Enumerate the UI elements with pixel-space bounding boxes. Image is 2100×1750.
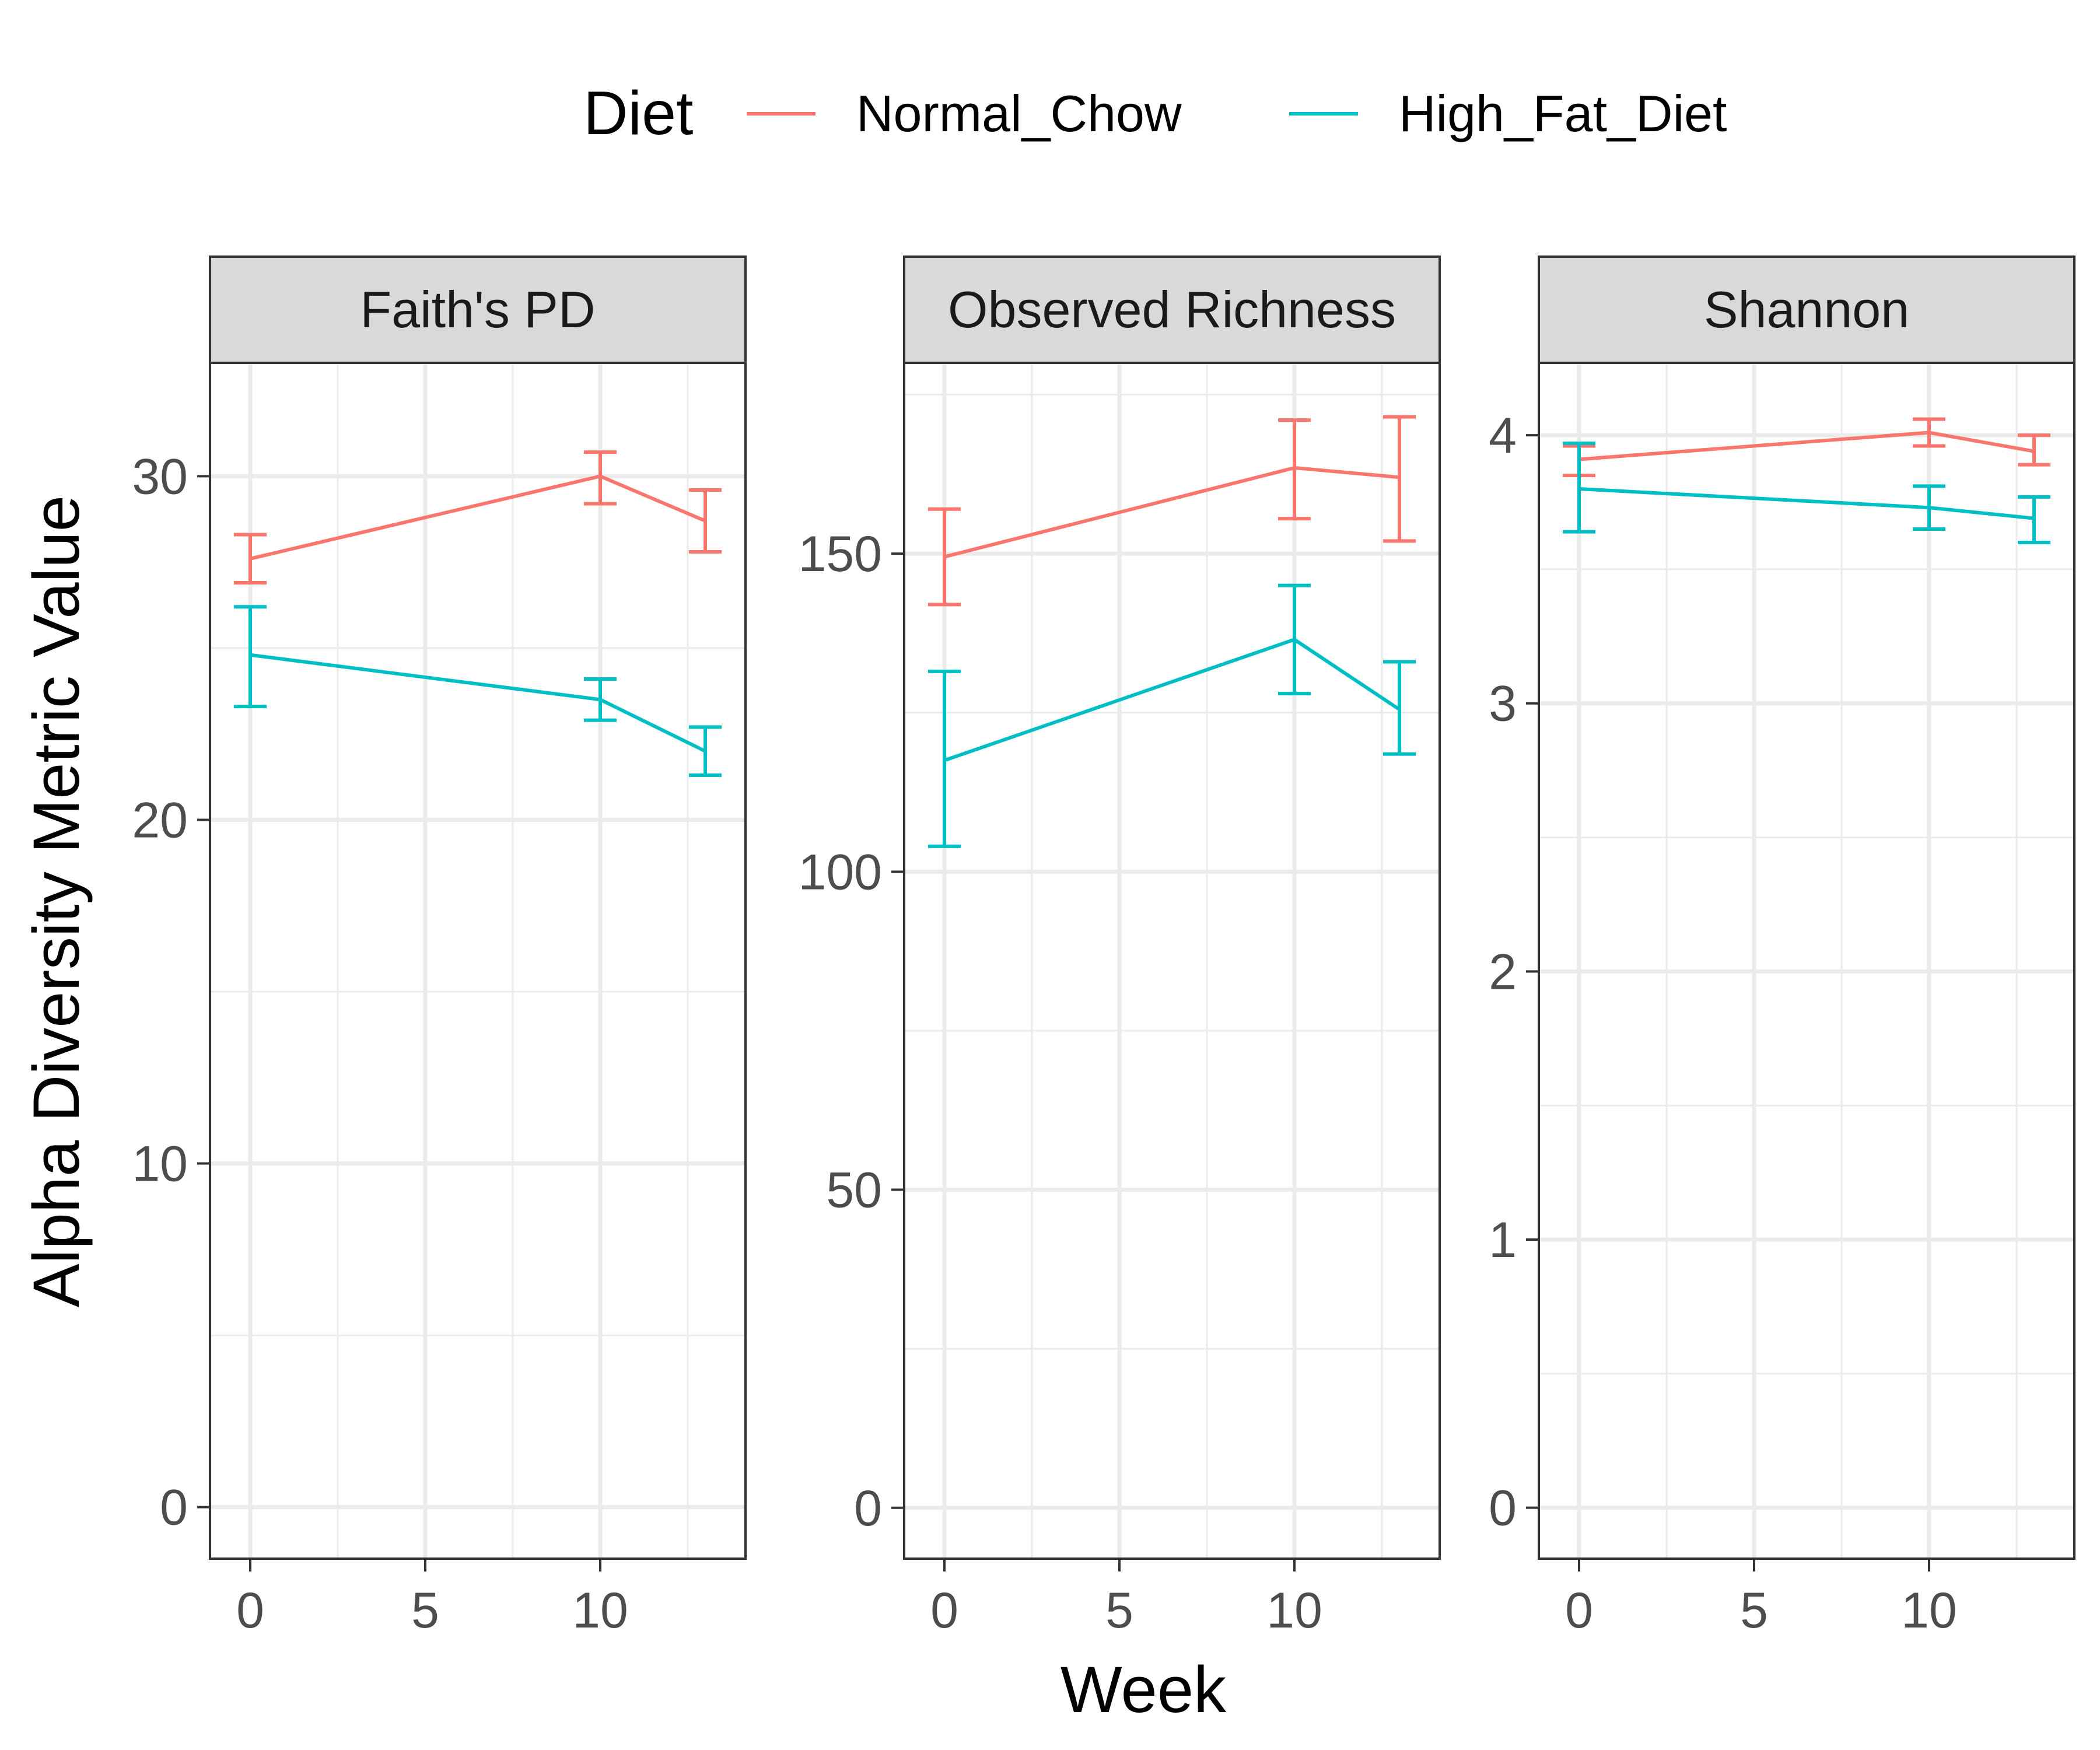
gridlines xyxy=(1539,363,2074,1559)
x-tick-label: 0 xyxy=(1565,1583,1593,1639)
x-tick-label: 5 xyxy=(1740,1583,1768,1639)
x-tick-label: 0 xyxy=(930,1583,958,1639)
gridlines xyxy=(210,363,746,1559)
panel-background xyxy=(904,363,1440,1559)
x-tick-label: 10 xyxy=(572,1583,628,1639)
y-tick-label: 4 xyxy=(1489,408,1517,464)
legend: Diet Normal_Chow High_Fat_Diet xyxy=(583,79,1727,148)
error-bar xyxy=(1913,417,1945,448)
y-tick-label: 0 xyxy=(854,1480,882,1536)
y-tick-label: 10 xyxy=(132,1136,188,1192)
facet-observed-richness: Observed Richness 0 50 100 150 0 5 10 xyxy=(799,256,1441,1639)
y-tick-label: 2 xyxy=(1489,944,1517,1000)
error-bar xyxy=(1913,484,1945,531)
y-tick-label: 0 xyxy=(160,1480,188,1536)
error-bar xyxy=(234,605,267,709)
series-normal-chow xyxy=(234,450,722,585)
x-axis-title: Week xyxy=(1060,1653,1227,1726)
error-bar xyxy=(1383,415,1416,543)
panel-border xyxy=(209,362,747,1560)
error-bar xyxy=(234,533,267,585)
panel-border xyxy=(903,362,1441,1560)
y-tick-label: 0 xyxy=(1489,1480,1517,1536)
y-tick-label: 50 xyxy=(826,1163,882,1219)
x-tick-label: 5 xyxy=(411,1583,439,1639)
x-tick-label: 10 xyxy=(1266,1583,1322,1639)
x-tick-label: 0 xyxy=(236,1583,264,1639)
error-bar xyxy=(928,507,961,607)
facet-strip-observed-richness xyxy=(903,256,1441,364)
legend-label-high-fat-diet: High_Fat_Diet xyxy=(1399,85,1727,142)
y-axis-title: Alpha Diversity Metric Value xyxy=(20,495,93,1307)
panel-border xyxy=(1538,362,2076,1560)
facet-strip-faith-s-pd xyxy=(209,256,747,364)
error-bar xyxy=(1383,660,1416,756)
legend-label-normal-chow: Normal_Chow xyxy=(856,85,1182,142)
y-tick-label: 20 xyxy=(132,792,188,848)
error-bar xyxy=(1278,418,1311,521)
legend-title: Diet xyxy=(583,79,694,148)
series-high-fat-diet xyxy=(928,583,1416,848)
facet-strip-shannon xyxy=(1538,256,2076,364)
error-bar xyxy=(2018,433,2050,467)
x-tick-label: 5 xyxy=(1105,1583,1133,1639)
error-bar xyxy=(689,725,722,777)
series-high-fat-diet xyxy=(234,605,722,777)
facet-faith-s-pd: Faith's PD 0 10 20 30 0 5 10 xyxy=(132,256,747,1639)
error-bar xyxy=(2018,495,2050,544)
y-tick-label: 3 xyxy=(1489,676,1517,732)
panel-background xyxy=(210,363,746,1559)
y-tick-label: 30 xyxy=(132,449,188,505)
facet-title-faith-s-pd: Faith's PD xyxy=(360,281,595,338)
error-bar xyxy=(1278,583,1311,696)
facet-title-observed-richness: Observed Richness xyxy=(948,281,1396,338)
panel-background xyxy=(1539,363,2074,1559)
error-bar xyxy=(584,677,617,722)
facet-shannon: Shannon 0 1 2 3 4 0 5 10 xyxy=(1489,256,2076,1639)
facet-title-shannon: Shannon xyxy=(1704,281,1909,338)
y-tick-label: 1 xyxy=(1489,1212,1517,1268)
y-tick-label: 100 xyxy=(799,844,883,900)
error-bar xyxy=(584,450,617,506)
y-tick-label: 150 xyxy=(799,526,883,582)
x-tick-label: 10 xyxy=(1901,1583,1957,1639)
series-high-fat-diet xyxy=(1563,441,2050,544)
series-normal-chow xyxy=(928,415,1416,607)
error-bar xyxy=(1563,441,1595,534)
error-bar xyxy=(689,488,722,554)
error-bar xyxy=(928,669,961,848)
